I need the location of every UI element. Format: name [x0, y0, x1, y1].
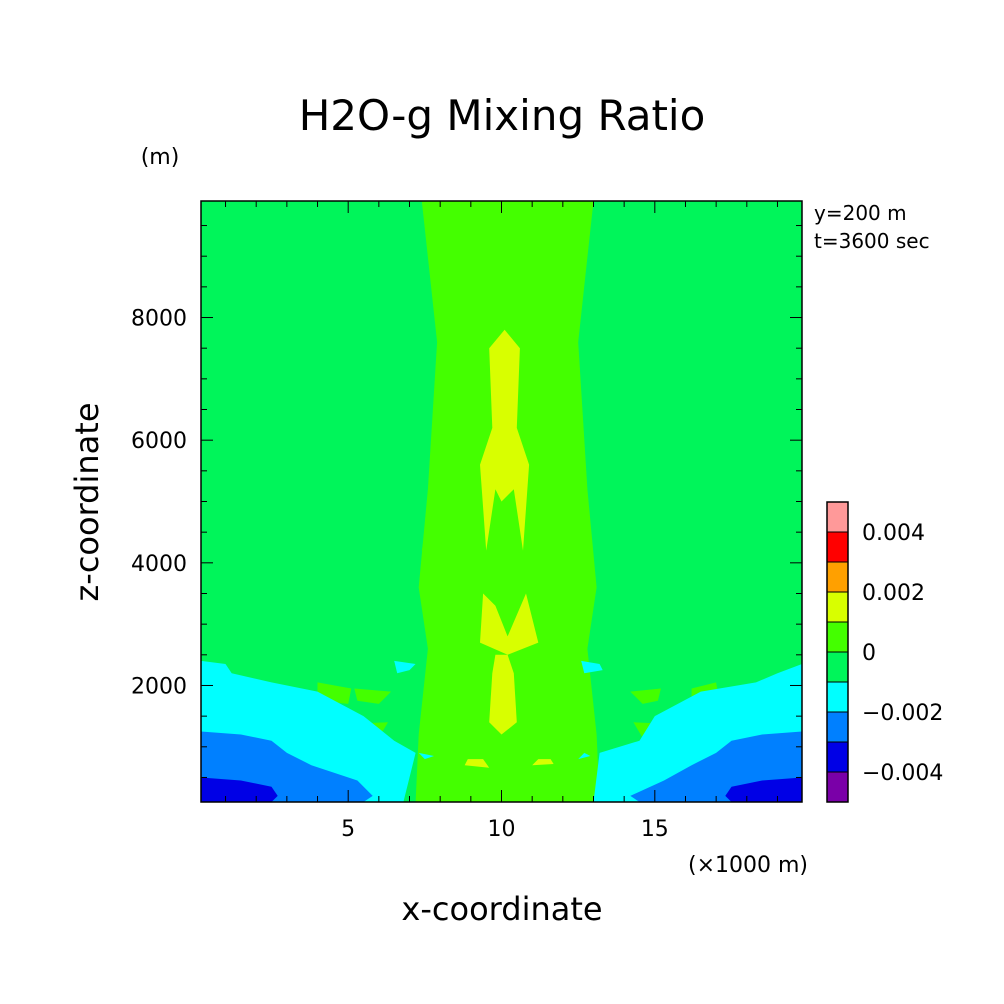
x-tick-label: 15 [641, 817, 669, 842]
y-axis-label: z-coordinate [68, 402, 106, 601]
colorbar-tick-label: 0 [862, 641, 876, 666]
contour-region [630, 688, 661, 704]
contour-fill-group [201, 201, 802, 802]
contour-region [415, 201, 600, 802]
colorbar-cell [826, 561, 849, 593]
colorbar-cell [826, 621, 849, 653]
contour-region [480, 593, 539, 655]
contour-region [578, 752, 591, 760]
contour-region [575, 513, 591, 551]
colorbar-cell [826, 591, 849, 623]
colorbar-cell [826, 531, 849, 563]
y-tick-label: 6000 [131, 429, 187, 454]
y-tick-label: 4000 [131, 552, 187, 577]
contour-region [581, 660, 603, 674]
colorbar-tick-label: −0.002 [862, 701, 943, 726]
x-tick-label: 5 [341, 817, 355, 842]
x-tick-label: 10 [488, 817, 516, 842]
axes: 5 10 15 2000 4000 6000 8000 [131, 200, 803, 842]
plot-area [201, 201, 802, 802]
colorbar-tick-label: 0.002 [862, 581, 925, 606]
colorbar-cell [826, 711, 849, 743]
contour-region [464, 759, 490, 768]
x-axis-label: x-coordinate [401, 890, 602, 928]
colorbar-cell [826, 681, 849, 713]
contour-region [394, 660, 416, 674]
colorbar-cell [826, 501, 849, 533]
contour-region [201, 777, 278, 802]
annotation-y: y=200 m [814, 201, 907, 225]
colorbar-frame [826, 501, 849, 803]
y-tick-label: 2000 [131, 674, 187, 699]
colorbar-cell [826, 651, 849, 683]
contour-region [480, 329, 530, 551]
annotation-t: t=3600 sec [814, 229, 930, 253]
contour-region [489, 654, 517, 735]
colorbar-cell [826, 771, 849, 803]
contour-region [418, 752, 434, 760]
chart-title: H2O-g Mixing Ratio [299, 91, 706, 140]
colorbar: 0.004 0.002 0 −0.002 −0.004 [826, 501, 943, 803]
colorbar-cell [826, 741, 849, 773]
x-unit-label: (×1000 m) [688, 853, 808, 878]
colorbar-tick-label: 0.004 [862, 521, 925, 546]
contour-region [354, 688, 392, 704]
colorbar-tick-label: −0.004 [862, 761, 943, 786]
contour-region [532, 759, 554, 766]
y-unit-label: (m) [141, 145, 180, 170]
contour-region [725, 777, 802, 802]
y-tick-label: 8000 [131, 307, 187, 332]
contour-region [421, 513, 434, 551]
